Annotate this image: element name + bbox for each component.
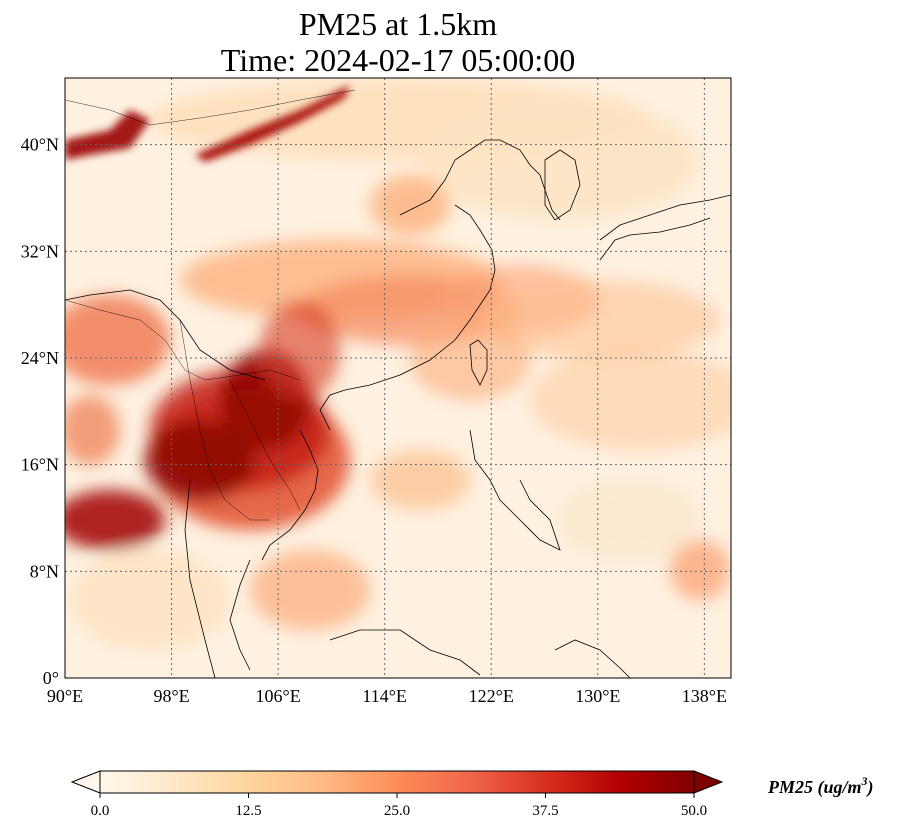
lon-tick-labels: 90°E 98°E 106°E 114°E 122°E 130°E 138°E: [47, 686, 727, 706]
lat-tick-label: 32°N: [21, 241, 59, 261]
pm25-field: [65, 78, 731, 678]
lon-tick-label: 138°E: [682, 686, 727, 706]
lon-tick-label: 90°E: [47, 686, 83, 706]
colorbar-tick-label: 0.0: [91, 803, 110, 819]
lat-tick-labels: 0° 8°N 16°N 24°N 32°N 40°N: [21, 135, 59, 688]
map-frame: [64, 77, 732, 679]
lon-tick-label: 98°E: [153, 686, 189, 706]
title-line-2: Time: 2024-02-17 05:00:00: [220, 42, 576, 78]
lat-tick-label: 40°N: [21, 135, 59, 155]
colorbar-title: PM25 (ug/m3): [767, 774, 874, 798]
colorbar-ticks: 0.0 12.5 25.0 37.5 50.0: [91, 793, 707, 819]
lat-tick-label: 16°N: [21, 455, 59, 475]
lat-tick-label: 24°N: [21, 348, 59, 368]
lat-tick-label: 8°N: [30, 561, 59, 581]
lon-tick-label: 114°E: [362, 686, 407, 706]
colorbar-tick-label: 12.5: [235, 803, 261, 819]
lon-tick-label: 130°E: [575, 686, 620, 706]
lon-tick-label: 122°E: [469, 686, 514, 706]
colorbar-tick-label: 25.0: [384, 803, 410, 819]
coastlines: [65, 139, 731, 678]
colorbar-bar: [99, 770, 695, 794]
graticule: [65, 78, 731, 678]
colorbar-extend-min: [70, 770, 101, 794]
lon-tick-label: 106°E: [256, 686, 301, 706]
title-line-1: PM25 at 1.5km: [298, 6, 498, 42]
country-borders: [65, 89, 356, 521]
colorbar-extend-max: [693, 770, 724, 794]
northern-band: [65, 85, 350, 162]
colorbar-tick-label: 50.0: [681, 803, 707, 819]
lat-tick-label: 0°: [43, 668, 59, 688]
colorbar: 0.0 12.5 25.0 37.5 50.0 PM25 (ug/m3): [70, 770, 874, 819]
concentration-blobs: [65, 80, 731, 650]
colorbar-tick-label: 37.5: [532, 803, 558, 819]
